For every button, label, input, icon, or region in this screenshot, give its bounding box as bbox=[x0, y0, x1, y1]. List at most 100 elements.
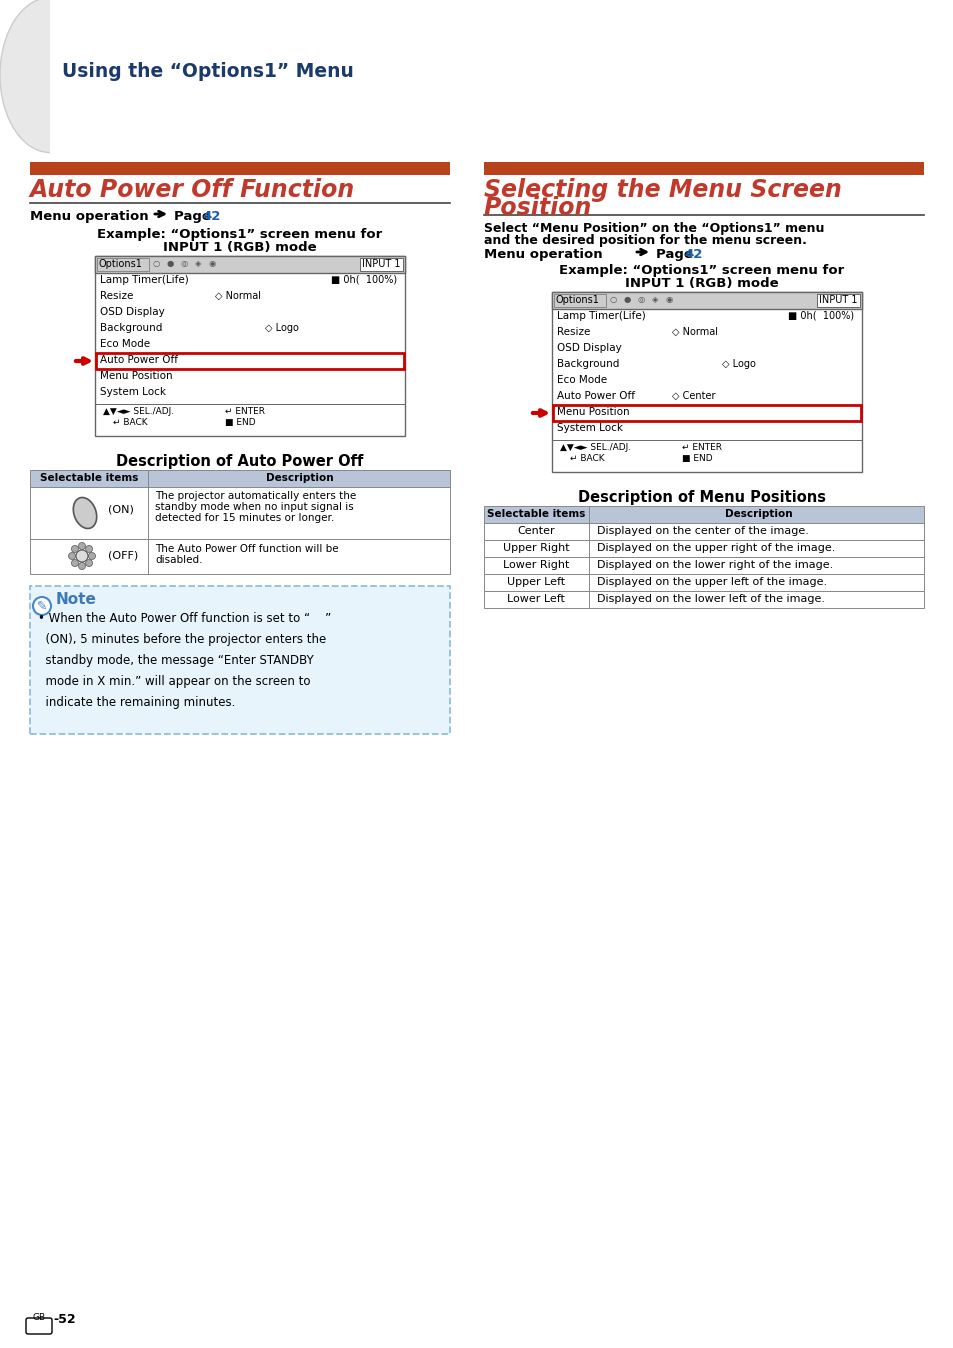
Bar bbox=[97, 257, 149, 271]
Text: (OFF): (OFF) bbox=[108, 551, 138, 561]
Text: ◈: ◈ bbox=[651, 295, 658, 305]
Text: (ON), 5 minutes before the projector enters the: (ON), 5 minutes before the projector ent… bbox=[38, 634, 326, 646]
Text: Options1: Options1 bbox=[556, 295, 599, 305]
Circle shape bbox=[78, 542, 86, 550]
Circle shape bbox=[86, 546, 92, 553]
Text: INPUT 1 (RGB) mode: INPUT 1 (RGB) mode bbox=[163, 241, 316, 253]
Text: Using the “Options1” Menu: Using the “Options1” Menu bbox=[62, 62, 354, 81]
Text: ↵ ENTER: ↵ ENTER bbox=[225, 407, 265, 417]
Text: ■ 0h(  100%): ■ 0h( 100%) bbox=[331, 275, 396, 284]
Text: ◇ Center: ◇ Center bbox=[671, 391, 715, 400]
Text: Example: “Options1” screen menu for: Example: “Options1” screen menu for bbox=[558, 264, 843, 276]
Text: Eco Mode: Eco Mode bbox=[100, 338, 150, 349]
Bar bbox=[553, 404, 861, 421]
Text: (ON): (ON) bbox=[108, 506, 133, 515]
Bar bbox=[30, 162, 450, 175]
Circle shape bbox=[76, 550, 88, 562]
Text: Auto Power Off: Auto Power Off bbox=[557, 391, 635, 400]
Text: Displayed on the center of the image.: Displayed on the center of the image. bbox=[597, 526, 808, 537]
Text: ■ END: ■ END bbox=[225, 418, 255, 427]
Text: ◇ Center: ◇ Center bbox=[214, 355, 258, 365]
Text: ↵ ENTER: ↵ ENTER bbox=[681, 443, 721, 452]
Text: Menu operation: Menu operation bbox=[483, 248, 602, 262]
Text: Description: Description bbox=[266, 473, 334, 483]
Text: ▲▼◄► SEL./ADJ.: ▲▼◄► SEL./ADJ. bbox=[103, 407, 174, 417]
Circle shape bbox=[69, 553, 75, 559]
Text: Background: Background bbox=[557, 359, 618, 369]
Text: • When the Auto Power Off function is set to “    ”: • When the Auto Power Off function is se… bbox=[38, 612, 331, 625]
Bar bbox=[50, 0, 130, 154]
Text: ◎: ◎ bbox=[181, 259, 188, 268]
Text: standby mode, the message “Enter STANDBY: standby mode, the message “Enter STANDBY bbox=[38, 654, 314, 667]
Text: and the desired position for the menu screen.: and the desired position for the menu sc… bbox=[483, 235, 806, 247]
Text: Description of Menu Positions: Description of Menu Positions bbox=[578, 491, 825, 506]
Text: INPUT 1: INPUT 1 bbox=[818, 295, 857, 305]
Text: Auto Power Off Function: Auto Power Off Function bbox=[30, 178, 355, 202]
Text: Position: Position bbox=[483, 195, 592, 220]
Bar bbox=[30, 586, 450, 735]
Text: Displayed on the lower right of the image.: Displayed on the lower right of the imag… bbox=[597, 559, 832, 570]
Bar bbox=[30, 487, 450, 539]
Text: ◇ Logo: ◇ Logo bbox=[265, 324, 298, 333]
Text: ○: ○ bbox=[152, 259, 160, 268]
Text: Background: Background bbox=[100, 324, 162, 333]
Text: Upper Left: Upper Left bbox=[506, 577, 564, 586]
Text: 42: 42 bbox=[202, 210, 220, 222]
Bar bbox=[30, 470, 450, 487]
Text: detected for 15 minutes or longer.: detected for 15 minutes or longer. bbox=[154, 514, 334, 523]
Text: ●: ● bbox=[167, 259, 174, 268]
Text: ◇ Normal: ◇ Normal bbox=[671, 328, 718, 337]
Bar bbox=[483, 523, 923, 541]
Bar bbox=[483, 574, 923, 590]
Text: ◈: ◈ bbox=[194, 259, 201, 268]
Text: Resize: Resize bbox=[100, 291, 133, 301]
Text: 42: 42 bbox=[683, 248, 701, 262]
Text: ●: ● bbox=[623, 295, 631, 305]
Text: Displayed on the upper right of the image.: Displayed on the upper right of the imag… bbox=[597, 543, 835, 553]
Text: Menu operation: Menu operation bbox=[30, 210, 149, 222]
Text: Options1: Options1 bbox=[99, 259, 143, 270]
Text: ○: ○ bbox=[609, 295, 617, 305]
Bar bbox=[483, 590, 923, 608]
Bar bbox=[554, 294, 605, 307]
Text: Note: Note bbox=[56, 592, 97, 607]
Circle shape bbox=[33, 597, 51, 615]
Text: INPUT 1 (RGB) mode: INPUT 1 (RGB) mode bbox=[624, 276, 778, 290]
Text: ◇ Normal: ◇ Normal bbox=[214, 291, 261, 301]
Bar bbox=[483, 162, 923, 175]
Text: Menu Position: Menu Position bbox=[100, 371, 172, 381]
Text: ↵ BACK: ↵ BACK bbox=[112, 418, 148, 427]
Text: Lamp Timer(Life): Lamp Timer(Life) bbox=[557, 311, 645, 321]
Text: GB: GB bbox=[32, 1313, 46, 1322]
Text: indicate the remaining minutes.: indicate the remaining minutes. bbox=[38, 696, 235, 709]
Text: INPUT 1: INPUT 1 bbox=[361, 259, 400, 270]
Text: Example: “Options1” screen menu for: Example: “Options1” screen menu for bbox=[97, 228, 382, 241]
Bar bbox=[552, 293, 862, 309]
Bar bbox=[552, 293, 862, 472]
Text: Upper Right: Upper Right bbox=[502, 543, 569, 553]
Bar bbox=[96, 353, 403, 369]
Text: Description of Auto Power Off: Description of Auto Power Off bbox=[116, 454, 363, 469]
Text: ↵ BACK: ↵ BACK bbox=[569, 454, 604, 462]
Text: Resize: Resize bbox=[557, 328, 590, 337]
Bar bbox=[483, 557, 923, 574]
Bar bbox=[816, 294, 859, 307]
Text: Selecting the Menu Screen: Selecting the Menu Screen bbox=[483, 178, 841, 202]
Ellipse shape bbox=[73, 497, 96, 528]
Text: Description: Description bbox=[724, 510, 792, 519]
Text: ▲▼◄► SEL./ADJ.: ▲▼◄► SEL./ADJ. bbox=[559, 443, 631, 452]
Text: ◎: ◎ bbox=[638, 295, 644, 305]
Text: Selectable items: Selectable items bbox=[40, 473, 138, 483]
Text: ◇ Logo: ◇ Logo bbox=[721, 359, 755, 369]
Text: OSD Display: OSD Display bbox=[100, 307, 165, 317]
Text: System Lock: System Lock bbox=[557, 423, 622, 433]
Text: Displayed on the lower left of the image.: Displayed on the lower left of the image… bbox=[597, 594, 824, 604]
Text: ✎: ✎ bbox=[37, 600, 48, 612]
Text: ◉: ◉ bbox=[665, 295, 673, 305]
Circle shape bbox=[71, 559, 78, 566]
Text: Center: Center bbox=[517, 526, 555, 537]
Text: ◉: ◉ bbox=[209, 259, 216, 268]
Text: Page: Page bbox=[173, 210, 215, 222]
Text: standby mode when no input signal is: standby mode when no input signal is bbox=[154, 501, 354, 512]
Circle shape bbox=[89, 553, 95, 559]
